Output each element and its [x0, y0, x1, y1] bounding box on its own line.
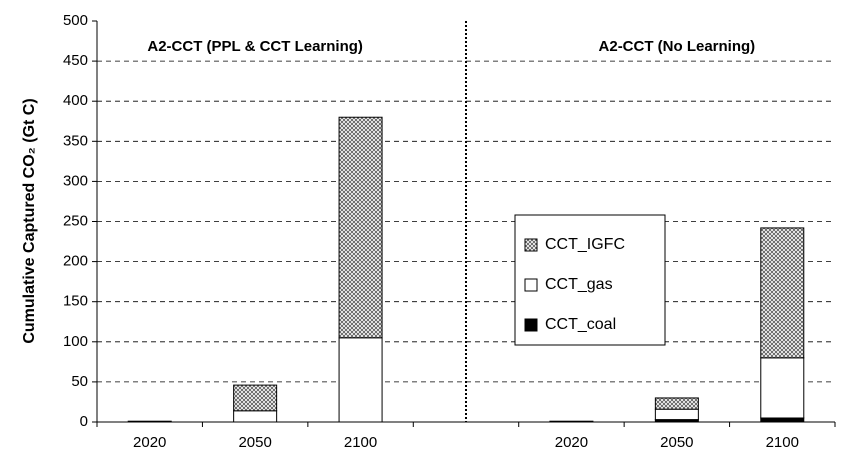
y-axis-label: Cumulative Captured CO₂ (Gt C) — [21, 98, 38, 343]
y-tick-label: 50 — [71, 373, 88, 390]
y-tick-label: 250 — [63, 212, 88, 229]
y-tick-label: 500 — [63, 12, 88, 29]
x-tick-label: 2050 — [238, 434, 271, 451]
y-tick-label: 0 — [80, 413, 88, 430]
x-tick-label: 2020 — [555, 434, 588, 451]
y-tick-label: 400 — [63, 92, 88, 109]
x-tick-label: 2100 — [766, 434, 799, 451]
legend-swatch — [524, 318, 538, 332]
y-tick-label: 350 — [63, 132, 88, 149]
legend-box — [514, 214, 666, 346]
legend-swatch — [524, 278, 538, 292]
bar-segment — [760, 357, 805, 419]
bar-segment — [338, 337, 383, 423]
x-tick-label: 2020 — [133, 434, 166, 451]
bar-segment — [654, 397, 699, 410]
y-tick-label: 300 — [63, 172, 88, 189]
panel-annotation: A2-CCT (No Learning) — [599, 38, 756, 55]
bar-segment — [233, 410, 278, 423]
bar-segment — [233, 384, 278, 412]
legend-label: CCT_IGFC — [545, 236, 625, 253]
legend-label: CCT_coal — [545, 316, 616, 333]
panel-annotation: A2-CCT (PPL & CCT Learning) — [147, 38, 363, 55]
y-tick-label: 100 — [63, 333, 88, 350]
x-tick-label: 2100 — [344, 434, 377, 451]
bar-segment — [338, 116, 383, 339]
y-tick-label: 450 — [63, 52, 88, 69]
x-tick-label: 2050 — [660, 434, 693, 451]
legend-label: CCT_gas — [545, 276, 613, 293]
legend-swatch — [524, 238, 538, 252]
bar-segment — [760, 417, 805, 423]
bar-segment — [654, 408, 699, 421]
bar-segment — [760, 227, 805, 359]
y-tick-label: 200 — [63, 253, 88, 270]
y-tick-label: 150 — [63, 293, 88, 310]
